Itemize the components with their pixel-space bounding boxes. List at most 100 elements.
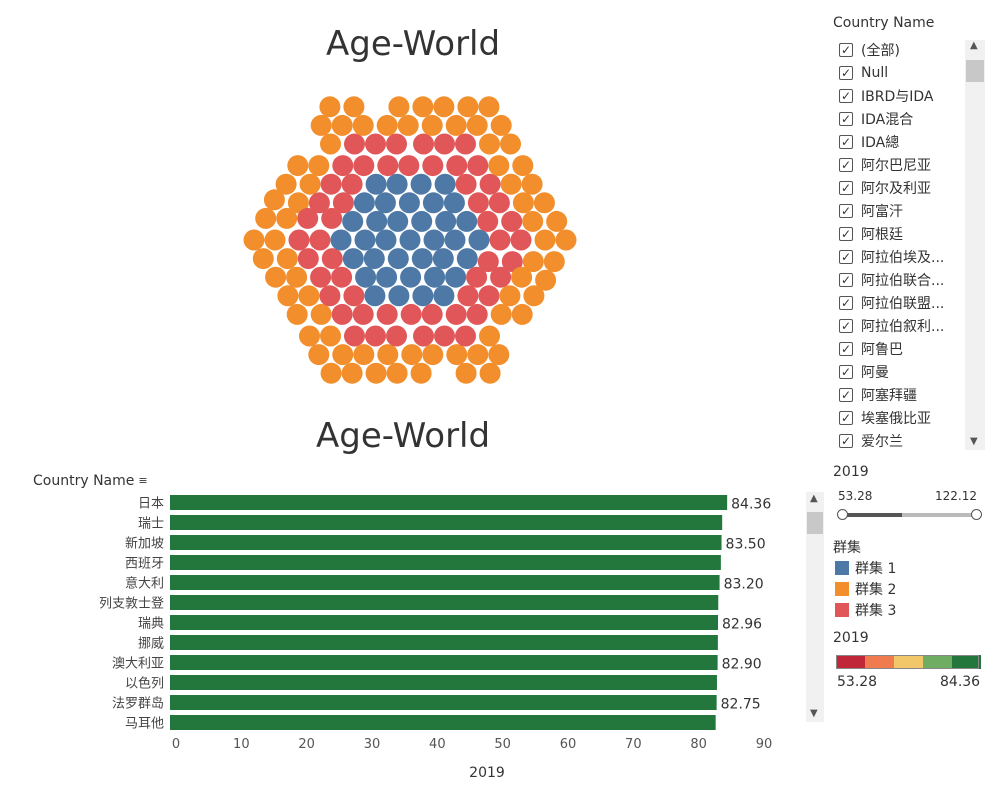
bubble[interactable] [466, 303, 488, 325]
bubble[interactable] [344, 133, 365, 155]
bubble[interactable] [521, 173, 543, 195]
bubble[interactable] [424, 266, 446, 288]
checkbox[interactable]: ✓ [839, 387, 853, 402]
checkbox[interactable]: ✓ [839, 157, 853, 172]
bubble[interactable] [363, 248, 385, 270]
checkbox[interactable]: ✓ [839, 88, 853, 103]
checkbox[interactable]: ✓ [839, 111, 853, 126]
bubble[interactable] [388, 285, 410, 307]
bubble[interactable] [331, 266, 353, 288]
bubble[interactable] [456, 248, 478, 270]
bubble[interactable] [365, 325, 386, 347]
bubble[interactable] [477, 251, 499, 273]
filter-item[interactable]: ✓ 阿拉伯埃及... [833, 245, 985, 268]
bubble[interactable] [255, 207, 277, 229]
legend-cluster-1[interactable]: 群集 1 [835, 559, 896, 577]
bubble[interactable] [342, 248, 364, 270]
bubble[interactable] [320, 133, 341, 155]
range-track[interactable] [842, 513, 976, 517]
filter-item[interactable]: ✓ 阿拉伯联盟... [833, 291, 985, 314]
bubble[interactable] [479, 133, 500, 155]
bubble[interactable] [489, 229, 511, 251]
bar[interactable] [170, 635, 718, 650]
bubble[interactable] [331, 303, 353, 325]
checkbox[interactable]: ✓ [839, 180, 853, 195]
filter-item[interactable]: ✓ IDA總 [833, 130, 985, 153]
bubble[interactable] [297, 248, 319, 270]
bubble[interactable] [320, 173, 342, 195]
filter-scroll-thumb[interactable] [966, 60, 984, 82]
bubble[interactable] [455, 173, 477, 195]
bubble[interactable] [298, 285, 320, 307]
checkbox[interactable]: ✓ [839, 341, 853, 356]
bubble[interactable] [277, 285, 299, 307]
checkbox[interactable]: ✓ [839, 318, 853, 333]
bubble[interactable] [376, 303, 398, 325]
filter-item[interactable]: ✓ 阿塞拜疆 [833, 383, 985, 406]
bubble[interactable] [490, 303, 512, 325]
bubble[interactable] [479, 325, 500, 347]
bar[interactable] [170, 515, 723, 530]
bubble[interactable] [443, 192, 465, 214]
bar[interactable] [170, 695, 717, 710]
bar-header[interactable]: Country Name ≡ [33, 473, 148, 489]
bubble[interactable] [512, 155, 534, 177]
bubble[interactable] [365, 362, 387, 384]
filter-item[interactable]: ✓ 阿根廷 [833, 222, 985, 245]
checkbox[interactable]: ✓ [839, 134, 853, 149]
filter-item[interactable]: ✓ 阿尔及利亚 [833, 176, 985, 199]
bubble[interactable] [386, 362, 408, 384]
bar[interactable] [170, 675, 717, 690]
bubble[interactable] [398, 192, 420, 214]
bubble[interactable] [421, 303, 443, 325]
bubble[interactable] [330, 229, 352, 251]
bubble[interactable] [434, 325, 455, 347]
bubble[interactable] [423, 229, 445, 251]
bubble[interactable] [377, 344, 399, 366]
bubble[interactable] [501, 251, 523, 273]
bubble[interactable] [342, 210, 364, 232]
checkbox[interactable]: ✓ [839, 226, 853, 241]
bubble[interactable] [533, 192, 555, 214]
bubble[interactable] [374, 192, 396, 214]
bar[interactable] [170, 575, 720, 590]
bubble[interactable] [555, 229, 577, 251]
bubble[interactable] [500, 133, 521, 155]
country-filter-list[interactable]: ✓ (全部) ✓ Null ✓ IBRD与IDA ✓ IDA混合 ✓ IDA總 ✓ 阿尔巴尼亚 ✓ 阿尔及… [833, 38, 985, 452]
bubble[interactable] [411, 248, 433, 270]
bubble[interactable] [364, 285, 386, 307]
filter-item[interactable]: ✓ IDA混合 [833, 107, 985, 130]
bubble[interactable] [332, 192, 354, 214]
bubble[interactable] [490, 114, 512, 136]
bubble[interactable] [343, 285, 365, 307]
bubble[interactable] [456, 210, 478, 232]
filter-item[interactable]: ✓ 爱尔兰 [833, 429, 985, 452]
bubble[interactable] [455, 133, 476, 155]
bubble[interactable] [412, 96, 434, 118]
bar[interactable] [170, 535, 722, 550]
bubble[interactable] [287, 155, 309, 177]
bubble[interactable] [365, 173, 387, 195]
bubble[interactable] [444, 229, 466, 251]
bubble[interactable] [466, 266, 488, 288]
range-max-handle[interactable] [971, 509, 982, 520]
bubble[interactable] [310, 114, 332, 136]
bubble[interactable] [500, 173, 522, 195]
filter-item[interactable]: ✓ (全部) [833, 38, 985, 61]
bubble[interactable] [243, 229, 265, 251]
legend-cluster-3[interactable]: 群集 3 [835, 601, 896, 619]
bubble[interactable] [457, 96, 479, 118]
bubble[interactable] [397, 114, 419, 136]
bubble[interactable] [297, 207, 319, 229]
bubble[interactable] [355, 266, 377, 288]
bubble[interactable] [422, 344, 444, 366]
bar-scroll-down-icon[interactable]: ▼ [810, 708, 818, 719]
bubble[interactable] [387, 210, 409, 232]
bubble[interactable] [435, 210, 457, 232]
bubble[interactable] [398, 155, 420, 177]
filter-item[interactable]: ✓ 阿尔巴尼亚 [833, 153, 985, 176]
bubble[interactable] [344, 325, 365, 347]
bubble[interactable] [478, 96, 500, 118]
bubble[interactable] [332, 155, 354, 177]
checkbox[interactable]: ✓ [839, 364, 853, 379]
